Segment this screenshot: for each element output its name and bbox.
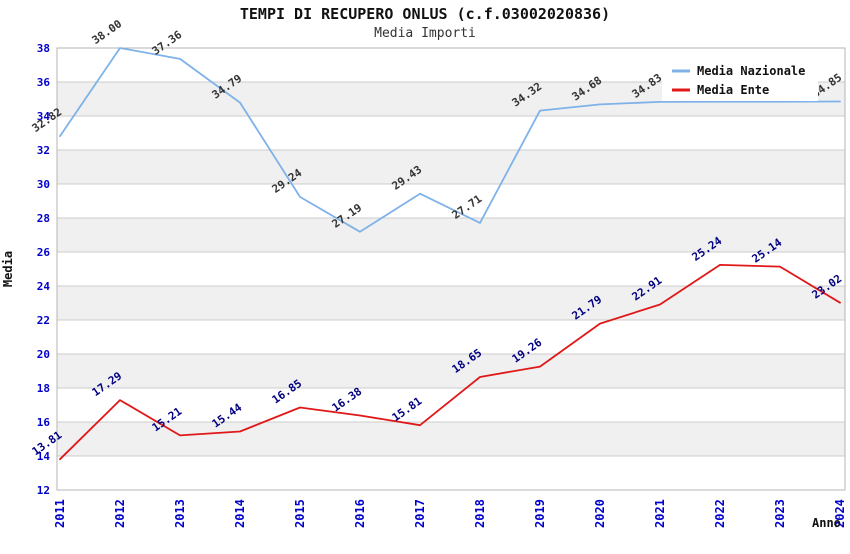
y-tick-label: 36: [37, 76, 51, 89]
legend-label: Media Nazionale: [697, 64, 805, 78]
y-tick-label: 22: [37, 314, 50, 327]
y-tick-label: 32: [37, 144, 50, 157]
legend-label: Media Ente: [697, 83, 769, 97]
y-tick-label: 34: [37, 110, 51, 123]
x-tick-label: 2023: [773, 499, 787, 528]
x-tick-label: 2024: [833, 499, 847, 528]
x-tick-label: 2016: [353, 499, 367, 528]
x-tick-label: 2020: [593, 499, 607, 528]
y-tick-label: 26: [37, 246, 51, 259]
x-axis-title: Anno: [812, 516, 841, 530]
y-tick-label: 28: [37, 212, 50, 225]
legend-background: [662, 56, 818, 101]
grid-band: [57, 422, 845, 456]
grid-band: [57, 184, 845, 218]
y-tick-label: 20: [37, 348, 50, 361]
grid-band: [57, 116, 845, 150]
x-tick-label: 2011: [53, 499, 67, 528]
x-tick-label: 2013: [173, 499, 187, 528]
plot-border: [56, 47, 846, 491]
x-tick-label: 2017: [413, 499, 427, 528]
legend-box: Media Nazionale Media Ente: [662, 56, 818, 101]
x-tick-label: 2015: [293, 499, 307, 528]
grid-band: [57, 218, 845, 252]
chart-subtitle: Media Importi: [374, 26, 476, 41]
chart-title: TEMPI DI RECUPERO ONLUS (c.f.03002020836…: [239, 5, 611, 23]
x-tick-label: 2021: [653, 499, 667, 528]
y-tick-label: 38: [37, 42, 50, 55]
legend-item: Media Nazionale: [672, 64, 805, 78]
y-tick-label: 18: [37, 382, 50, 395]
y-tick-label: 30: [37, 178, 50, 191]
y-tick-label: 12: [37, 484, 50, 497]
grid-band: [57, 252, 845, 286]
x-tick-label: 2014: [233, 499, 247, 528]
y-axis-title: Media: [1, 251, 15, 287]
grid-band: [57, 150, 845, 184]
x-tick-label: 2018: [473, 499, 487, 528]
grid-band: [57, 286, 845, 320]
grid-band: [57, 320, 845, 354]
legend-item: Media Ente: [672, 83, 769, 97]
x-tick-label: 2012: [113, 499, 127, 528]
grid-band: [57, 456, 845, 490]
y-tick-label: 16: [37, 416, 51, 429]
x-tick-label: 2022: [713, 499, 727, 528]
grid-band: [57, 354, 845, 388]
y-tick-label: 14: [37, 450, 51, 463]
grid-band: [57, 388, 845, 422]
series-line-media-ente: [59, 263, 841, 461]
y-tick-label: 24: [37, 280, 51, 293]
x-tick-label: 2019: [533, 499, 547, 528]
series-line-media-nazionale: [59, 47, 841, 233]
